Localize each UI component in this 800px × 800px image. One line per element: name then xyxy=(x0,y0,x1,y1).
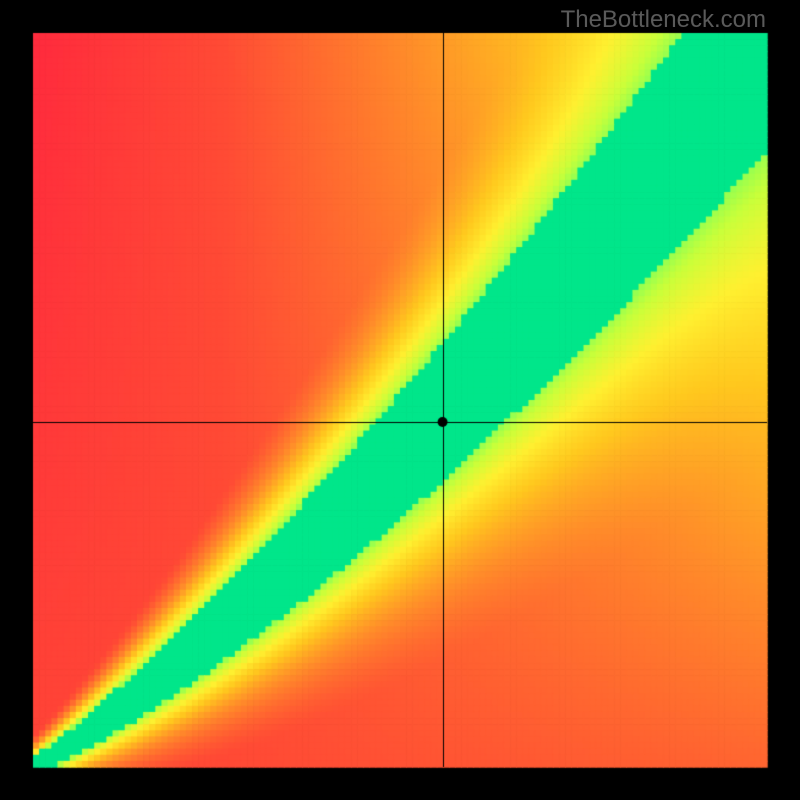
chart-container: { "canvas": { "width": 800, "height": 80… xyxy=(0,0,800,800)
bottleneck-heatmap xyxy=(0,0,800,800)
watermark-text: TheBottleneck.com xyxy=(561,6,766,34)
